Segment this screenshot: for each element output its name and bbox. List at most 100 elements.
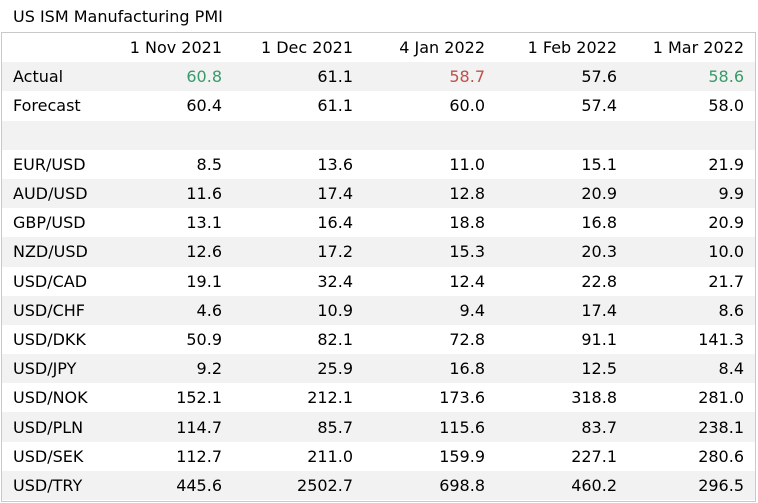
table-cell: 91.1 (581, 329, 617, 349)
table-cell: 16.8 (364, 354, 496, 384)
table-cell: 227.1 (571, 446, 617, 466)
table-row: USD/JPY 9.2 25.9 16.8 12.5 8.4 (2, 354, 755, 384)
table-cell: 60.8 (99, 62, 233, 92)
table-cell: 173.6 (439, 388, 485, 408)
column-header: 1 Feb 2022 (527, 38, 617, 58)
column-header: 4 Jan 2022 (399, 38, 485, 58)
table-cell: 58.6 (628, 62, 755, 92)
table-cell: 58.7 (364, 62, 496, 92)
table-cell: 15.1 (581, 154, 617, 174)
table-cell: 152.1 (176, 388, 222, 408)
table-cell: 20.9 (496, 178, 628, 209)
table-cell: 18.8 (449, 213, 485, 233)
table-cell: 8.6 (628, 295, 755, 325)
table-cell: 211.0 (307, 446, 353, 466)
table-cell: 460.2 (496, 470, 628, 500)
table-cell (628, 120, 755, 150)
table-cell: 10.9 (233, 295, 364, 325)
table-cell: 13.1 (186, 213, 222, 233)
table-cell: 61.1 (317, 96, 353, 116)
table-cell: 445.6 (99, 470, 233, 500)
table-cell: 22.8 (581, 271, 617, 291)
table-title: US ISM Manufacturing PMI (13, 7, 223, 26)
column-header: 1 Nov 2021 (129, 38, 222, 58)
table-cell: 50.9 (186, 329, 222, 349)
row-label: Actual (2, 62, 99, 92)
table-cell: 698.8 (364, 470, 496, 500)
table-row: USD/CHF 4.6 10.9 9.4 17.4 8.6 (2, 295, 755, 325)
table-cell: 318.8 (571, 388, 617, 408)
table-cell: 16.4 (317, 213, 353, 233)
table-cell: 60.4 (186, 96, 222, 116)
table-row: NZD/USD 12.6 17.2 15.3 20.3 10.0 (2, 237, 755, 267)
table-cell: 281.0 (698, 388, 744, 408)
table-cell (233, 120, 364, 150)
table-cell: 114.7 (99, 412, 233, 442)
table-cell: 10.0 (628, 237, 755, 267)
table-cell: 21.7 (708, 271, 744, 291)
row-label: AUD/USD (2, 178, 99, 209)
table-row: Actual 60.8 61.1 58.7 57.6 58.6 (2, 62, 755, 92)
table-cell: 9.4 (364, 295, 496, 325)
table-cell: 8.4 (628, 354, 755, 384)
table-row: AUD/USD 11.6 17.4 12.8 20.9 9.9 (2, 178, 755, 209)
table-row: USD/SEK 112.7 211.0 159.9 227.1 280.6 (2, 442, 755, 471)
table-cell: 13.6 (317, 154, 353, 174)
row-label: USD/JPY (2, 354, 99, 384)
row-label: GBP/USD (13, 213, 86, 233)
column-header: 1 Dec 2021 (260, 38, 353, 58)
table-cell: 12.8 (364, 178, 496, 209)
table-cell: 2502.7 (233, 470, 364, 500)
table-cell: 60.0 (449, 96, 485, 116)
table-cell: 85.7 (233, 412, 364, 442)
table-cell: 17.2 (233, 237, 364, 267)
row-label: USD/CAD (13, 271, 88, 291)
table-cell (364, 120, 496, 150)
table-cell: 72.8 (449, 329, 485, 349)
table-cell: 9.2 (99, 354, 233, 384)
table-cell: 9.9 (628, 178, 755, 209)
table-cell: 16.8 (581, 213, 617, 233)
row-label: Forecast (13, 96, 81, 116)
pmi-table: 1 Nov 2021 1 Dec 2021 4 Jan 2022 1 Feb 2… (2, 33, 755, 500)
table-cell: 8.5 (196, 154, 222, 174)
table-cell: 15.3 (364, 237, 496, 267)
table-cell: 83.7 (496, 412, 628, 442)
table-cell: 25.9 (233, 354, 364, 384)
table-cell: 159.9 (439, 446, 485, 466)
table-cell (99, 120, 233, 150)
table-cell: 17.4 (233, 178, 364, 209)
table-cell: 12.4 (449, 271, 485, 291)
table-cell: 20.9 (708, 213, 744, 233)
table-row: GBP/USD 13.1 16.4 18.8 16.8 20.9 (2, 208, 755, 237)
column-header: 1 Mar 2022 (652, 38, 744, 58)
table-cell: 212.1 (307, 388, 353, 408)
table-cell: 238.1 (628, 412, 755, 442)
row-label (2, 120, 99, 150)
table-row (2, 120, 755, 150)
table-cell: 4.6 (99, 295, 233, 325)
table-row: USD/TRY 445.6 2502.7 698.8 460.2 296.5 (2, 470, 755, 500)
row-label: USD/PLN (2, 412, 99, 442)
table-cell: 61.1 (233, 62, 364, 92)
table-row: USD/DKK 50.9 82.1 72.8 91.1 141.3 (2, 325, 755, 354)
table-cell: 57.4 (581, 96, 617, 116)
table-cell: 20.3 (496, 237, 628, 267)
table-row: EUR/USD 8.5 13.6 11.0 15.1 21.9 (2, 150, 755, 179)
table-row: Forecast 60.4 61.1 60.0 57.4 58.0 (2, 91, 755, 120)
table-cell: 21.9 (708, 154, 744, 174)
table-cell: 11.0 (449, 154, 485, 174)
header-row: 1 Nov 2021 1 Dec 2021 4 Jan 2022 1 Feb 2… (2, 33, 755, 62)
table-cell: 112.7 (176, 446, 222, 466)
table-cell: 17.4 (496, 295, 628, 325)
table-cell: 11.6 (99, 178, 233, 209)
row-label: USD/DKK (13, 329, 86, 349)
table-cell: 57.6 (496, 62, 628, 92)
table-cell: 19.1 (186, 271, 222, 291)
table-cell: 115.6 (364, 412, 496, 442)
table-cell: 82.1 (317, 329, 353, 349)
row-label: USD/SEK (13, 446, 84, 466)
row-label: EUR/USD (13, 154, 86, 174)
row-label: USD/TRY (2, 470, 99, 500)
header-corner (2, 33, 99, 62)
